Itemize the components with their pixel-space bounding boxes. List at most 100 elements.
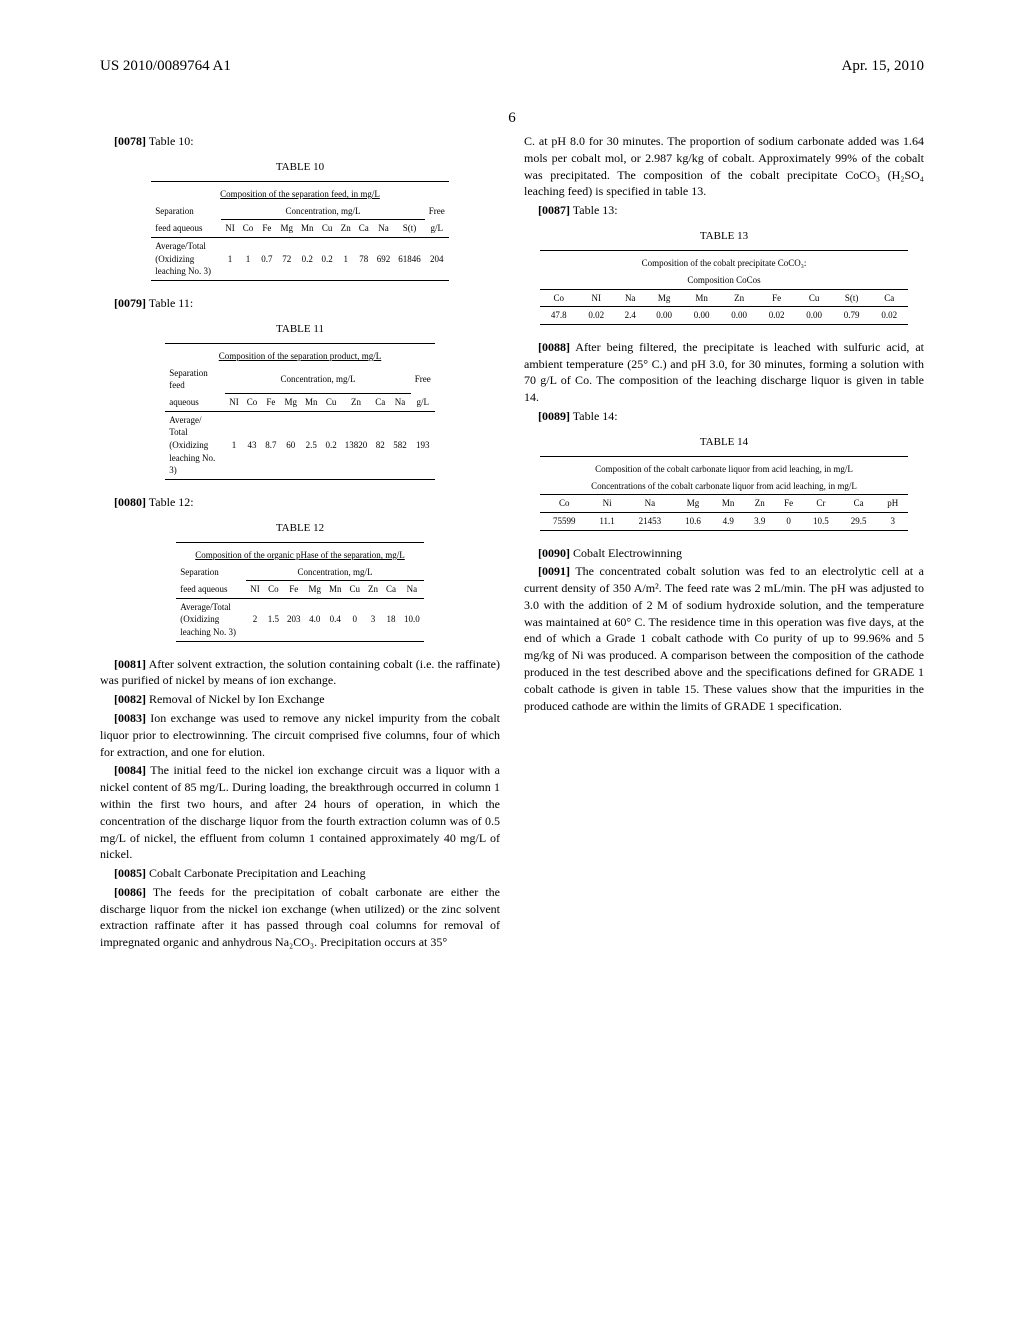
cell: 0.2 [297, 237, 318, 280]
col-header: Mn [683, 289, 721, 307]
cell: 3 [364, 598, 382, 641]
table-13: Composition of the cobalt precipitate Co… [540, 250, 908, 324]
cell: 203 [283, 598, 305, 641]
col-header: Ca [371, 394, 389, 412]
table10-title: Composition of the separation feed, in m… [151, 186, 449, 203]
para-num: [0091] [538, 564, 570, 578]
cell: 0.02 [578, 307, 616, 325]
paragraph-81: [0081] After solvent extraction, the sol… [100, 656, 500, 690]
cell: 0 [775, 512, 802, 530]
table11-title: Composition of the separation product, m… [165, 348, 435, 365]
para-text: Table 14: [573, 409, 618, 423]
paragraph-85: [0085] Cobalt Carbonate Precipitation an… [100, 865, 500, 882]
right-column: C. at pH 8.0 for 30 minutes. The proport… [524, 133, 924, 953]
cell: 47.8 [540, 307, 578, 325]
table10-caption: TABLE 10 [100, 160, 500, 175]
cell: 60 [280, 411, 301, 479]
col-header: S(t) [394, 220, 425, 238]
table12-rowlabel1: Separation [176, 564, 246, 581]
cell: 0.02 [758, 307, 796, 325]
cell: 0.00 [645, 307, 683, 325]
col-header: S(t) [833, 289, 871, 307]
table10-freeacid-top: Free [425, 203, 449, 220]
content-columns: [0078] Table 10: TABLE 10 Composition of… [0, 75, 1024, 953]
col-header: Mn [325, 581, 346, 599]
table12-datalabel: Average/Total (Oxidizing leaching No. 3) [176, 598, 246, 641]
col-header: Cr [802, 495, 840, 513]
col-header: Mn [712, 495, 745, 513]
col-header: Na [626, 495, 674, 513]
para-text: Table 11: [149, 296, 193, 310]
table12-title: Composition of the organic pHase of the … [176, 547, 424, 564]
cell: 10.6 [674, 512, 712, 530]
para-num: [0089] [538, 409, 570, 423]
para-num: [0083] [114, 711, 146, 725]
para-text: The concentrated cobalt solution was fed… [524, 564, 924, 712]
table11-rowlabel1: Separation feed [165, 365, 225, 394]
para-text: Cobalt Carbonate Precipitation and Leach… [149, 866, 366, 880]
col-header: pH [878, 495, 908, 513]
col-header: Ca [840, 495, 878, 513]
cell: 1 [239, 237, 258, 280]
col-header: Ca [870, 289, 908, 307]
cell: 29.5 [840, 512, 878, 530]
col-header: Co [540, 289, 578, 307]
cell: 0.00 [683, 307, 721, 325]
cell: 0 [346, 598, 365, 641]
paragraph-86: [0086] The feeds for the precipitation o… [100, 884, 500, 951]
para-text: Cobalt Electrowinning [573, 546, 682, 560]
table10-rowlabel1: Separation [151, 203, 221, 220]
paragraph-78: [0078] Table 10: [100, 133, 500, 150]
table13-title1: Composition of the cobalt precipitate Co… [540, 255, 908, 272]
cell: 3.9 [744, 512, 775, 530]
para-text: Removal of Nickel by Ion Exchange [149, 692, 325, 706]
paragraph-79: [0079] Table 11: [100, 295, 500, 312]
para-num: [0087] [538, 203, 570, 217]
cell: 78 [355, 237, 373, 280]
cell: 11.1 [588, 512, 625, 530]
cell: 692 [373, 237, 395, 280]
col-header: Zn [744, 495, 775, 513]
cell: 72 [276, 237, 297, 280]
para-text: Ion exchange was used to remove any nick… [100, 711, 500, 759]
cell: 0.02 [870, 307, 908, 325]
col-header: Fe [283, 581, 305, 599]
cell: 0.2 [322, 411, 341, 479]
table-10: Composition of the separation feed, in m… [151, 181, 449, 281]
cell: 4.0 [304, 598, 325, 641]
cell: 204 [425, 237, 449, 280]
para-num: [0079] [114, 296, 146, 310]
cell: 2 [246, 598, 264, 641]
col-header: Na [615, 289, 645, 307]
table11-group: Concentration, mg/L [225, 365, 411, 394]
para-num: [0078] [114, 134, 146, 148]
cell: 82 [371, 411, 389, 479]
paragraph-86-cont: C. at pH 8.0 for 30 minutes. The proport… [524, 133, 924, 200]
table11-datalabel: Average/ Total (Oxidizing leaching No. 3… [165, 411, 225, 479]
table11-freeacid-top: Free [411, 365, 435, 394]
cell: 4.9 [712, 512, 745, 530]
pub-date: Apr. 15, 2010 [842, 58, 925, 75]
para-num: [0080] [114, 495, 146, 509]
cell: 1.5 [264, 598, 283, 641]
col-header: Mn [301, 394, 322, 412]
col-header: Cu [795, 289, 833, 307]
col-header: Na [389, 394, 411, 412]
col-header: Zn [337, 220, 355, 238]
col-header: Na [373, 220, 395, 238]
cell: 18 [382, 598, 400, 641]
col-header: Fe [257, 220, 276, 238]
table14-title1: Composition of the cobalt carbonate liqu… [540, 461, 908, 478]
col-header: Co [243, 394, 262, 412]
para-num: [0081] [114, 657, 146, 671]
pub-number: US 2010/0089764 A1 [100, 58, 231, 75]
table13-caption: TABLE 13 [524, 229, 924, 244]
table14-title2: Concentrations of the cobalt carbonate l… [540, 478, 908, 495]
cell: 582 [389, 411, 411, 479]
col-header: Fe [758, 289, 796, 307]
para-text: The feeds for the precipitation of cobal… [100, 885, 500, 949]
page-number: 6 [508, 110, 516, 127]
para-num: [0090] [538, 546, 570, 560]
table12-rowlabel2: feed aqueous [176, 581, 246, 599]
para-text: The initial feed to the nickel ion excha… [100, 763, 500, 861]
